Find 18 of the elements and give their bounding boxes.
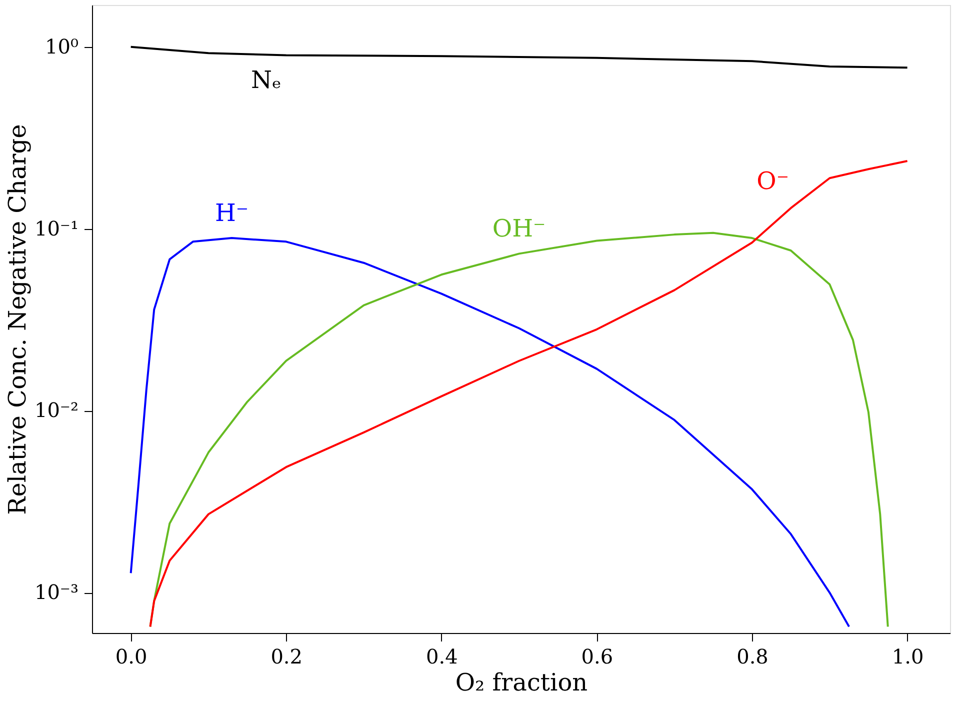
x-tick-label: 0.4 [426, 644, 458, 668]
line-series [149, 160, 908, 628]
x-tick-label: 0.8 [736, 644, 768, 668]
series-label: H⁻ [214, 199, 249, 228]
series-label: OH⁻ [492, 214, 546, 243]
line-series [130, 46, 908, 69]
y-tick-label: 10⁻² [34, 398, 78, 422]
x-tick-label: 0.6 [581, 644, 614, 668]
y-tick-label: 10⁰ [45, 34, 78, 58]
series-label: O⁻ [756, 167, 789, 196]
x-axis-title: O₂ fraction [455, 668, 588, 696]
x-tick-label: 0.2 [270, 644, 303, 668]
x-tick-label: 0.0 [115, 644, 148, 668]
y-tick-label: 10⁻³ [34, 580, 78, 604]
y-tick-label: 10⁻¹ [34, 216, 78, 240]
x-tick-label: 1.0 [892, 644, 924, 668]
y-axis-title: Relative Conc. Negative Charge [3, 124, 32, 515]
series-label: Nₑ [250, 66, 282, 94]
